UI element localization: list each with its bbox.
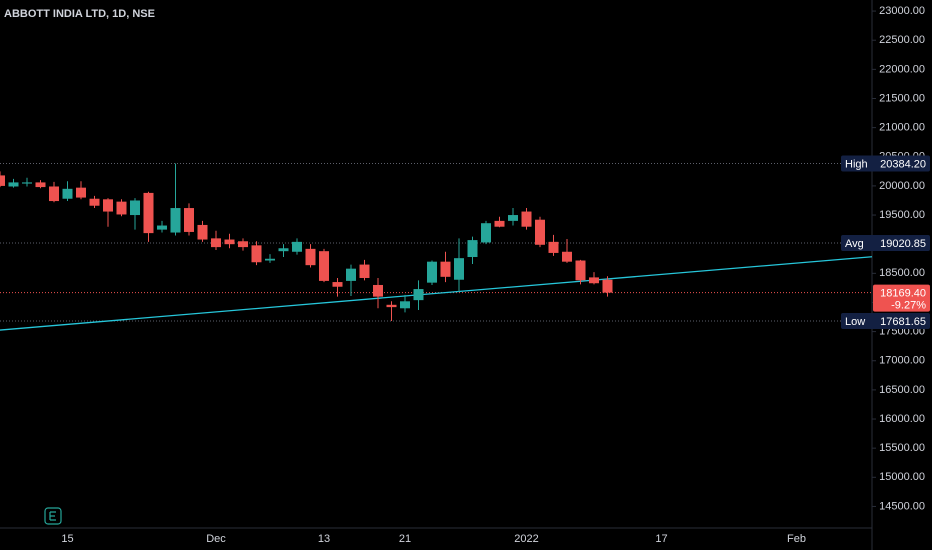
candle-body (238, 241, 248, 248)
candle-body (454, 258, 464, 280)
candle-body (373, 284, 383, 297)
y-tick-label: 21000.00 (879, 122, 925, 134)
y-tick-label: 22500.00 (879, 34, 925, 46)
candle-body (157, 225, 167, 230)
candle-body (346, 268, 356, 281)
y-tick-label: 22000.00 (879, 63, 925, 75)
chart-title: ABBOTT INDIA LTD, 1D, NSE (4, 8, 155, 20)
x-tick-label: 15 (61, 533, 73, 545)
candle-body (575, 260, 586, 281)
x-tick-label: 17 (655, 533, 667, 545)
candle-body (211, 238, 221, 248)
high_marker-value: 20384.20 (880, 158, 926, 170)
trendline (0, 256, 873, 331)
candle-body (386, 304, 397, 308)
low_marker-box (841, 313, 930, 330)
x-tick-label: 21 (399, 533, 411, 545)
avg_marker-name: Avg (845, 238, 864, 250)
y-tick-label: 23000.00 (879, 5, 925, 17)
candle-body (0, 175, 5, 186)
events-icon[interactable] (44, 507, 62, 525)
y-tick-label: 15000.00 (879, 471, 925, 483)
last-price-change: -9.27% (891, 299, 926, 311)
candle-body (62, 188, 73, 199)
candle-body (413, 289, 424, 301)
candle-body (35, 182, 46, 188)
candle-body (76, 187, 86, 198)
candle-body (89, 198, 100, 206)
candle-body (535, 219, 545, 245)
y-tick-label: 14500.00 (879, 500, 925, 512)
candle-body (467, 240, 478, 258)
candle-body (224, 239, 235, 245)
last-price-value: 18169.40 (880, 287, 926, 299)
y-tick-label: 18500.00 (879, 267, 925, 279)
y-tick-label: 20000.00 (879, 180, 925, 192)
x-tick-label: 13 (318, 533, 330, 545)
y-tick-label: 16500.00 (879, 384, 925, 396)
candle-body (22, 182, 32, 184)
candle-body (400, 301, 410, 309)
candle-body (602, 279, 613, 293)
candle-body (427, 261, 437, 283)
candle-body (278, 248, 289, 252)
candle-body (292, 241, 302, 252)
candle-body (359, 264, 370, 278)
candle-body (130, 200, 140, 216)
candle-body (143, 192, 154, 234)
y-tick-label: 15500.00 (879, 442, 925, 454)
y-tick-label: 21500.00 (879, 92, 925, 104)
candle-body (184, 208, 194, 232)
candle-body (494, 220, 505, 227)
candle-body (332, 282, 343, 287)
y-tick-label: 16000.00 (879, 413, 925, 425)
candle-body (265, 258, 275, 261)
x-tick-label: 2022 (514, 533, 538, 545)
candle-body (548, 241, 559, 253)
high_marker-name: High (845, 158, 868, 170)
low_marker-name: Low (845, 316, 865, 328)
candle-body (562, 251, 572, 262)
candle-body (589, 277, 599, 284)
x-tick-label: Feb (787, 533, 806, 545)
candle-body (103, 199, 113, 212)
candle-body (521, 211, 532, 227)
high_marker-box (841, 155, 930, 172)
candle-body (319, 251, 329, 281)
candle-body (8, 182, 19, 187)
candle-body (251, 245, 262, 263)
candle-body (305, 248, 316, 266)
candle-body (170, 208, 181, 233)
x-tick-label: Dec (206, 533, 226, 545)
candle-body (508, 215, 518, 221)
last-price-box (873, 284, 930, 312)
avg_marker-box (841, 234, 930, 251)
y-tick-label: 19500.00 (879, 209, 925, 221)
y-tick-label: 17000.00 (879, 355, 925, 367)
candle-body (49, 186, 59, 202)
avg_marker-value: 19020.85 (880, 238, 926, 250)
candle-body (481, 223, 491, 243)
candle-body (440, 261, 451, 277)
candle-body (197, 224, 208, 240)
candle-body (116, 201, 127, 215)
low_marker-value: 17681.65 (880, 316, 926, 328)
